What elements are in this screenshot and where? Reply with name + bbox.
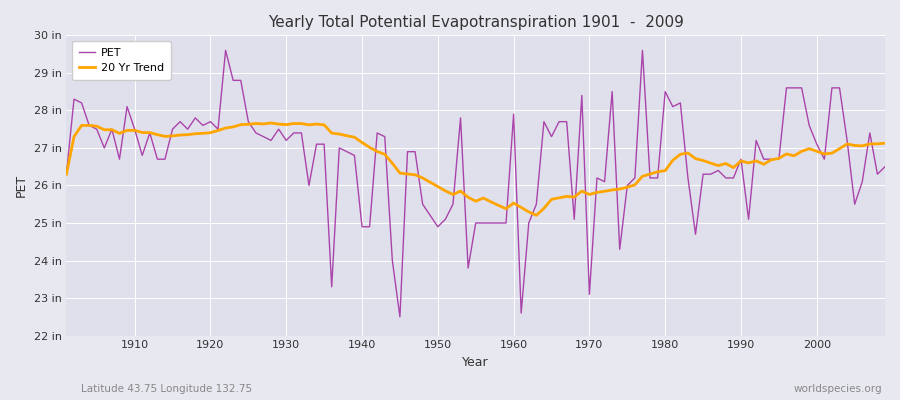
Title: Yearly Total Potential Evapotranspiration 1901  -  2009: Yearly Total Potential Evapotranspiratio…	[268, 15, 684, 30]
20 Yr Trend	[879, 141, 890, 146]
20 Yr Trend	[61, 172, 72, 176]
PET	[122, 104, 132, 109]
Legend: PET, 20 Yr Trend: PET, 20 Yr Trend	[72, 41, 171, 80]
Y-axis label: PET: PET	[15, 174, 28, 197]
Line: PET: PET	[67, 50, 885, 317]
20 Yr Trend	[341, 133, 352, 138]
PET	[524, 220, 535, 225]
PET	[220, 48, 231, 53]
20 Yr Trend	[266, 120, 276, 125]
20 Yr Trend	[122, 128, 132, 133]
20 Yr Trend	[296, 121, 307, 126]
PET	[516, 311, 526, 316]
PET	[341, 149, 352, 154]
PET	[394, 314, 405, 319]
Text: worldspecies.org: worldspecies.org	[794, 384, 882, 394]
PET	[879, 164, 890, 169]
20 Yr Trend	[508, 201, 519, 206]
PET	[615, 247, 626, 252]
PET	[296, 130, 307, 135]
Text: Latitude 43.75 Longitude 132.75: Latitude 43.75 Longitude 132.75	[81, 384, 252, 394]
20 Yr Trend	[531, 213, 542, 218]
X-axis label: Year: Year	[463, 356, 489, 369]
20 Yr Trend	[615, 187, 626, 192]
PET	[61, 172, 72, 176]
Line: 20 Yr Trend: 20 Yr Trend	[67, 123, 885, 215]
20 Yr Trend	[516, 205, 526, 210]
